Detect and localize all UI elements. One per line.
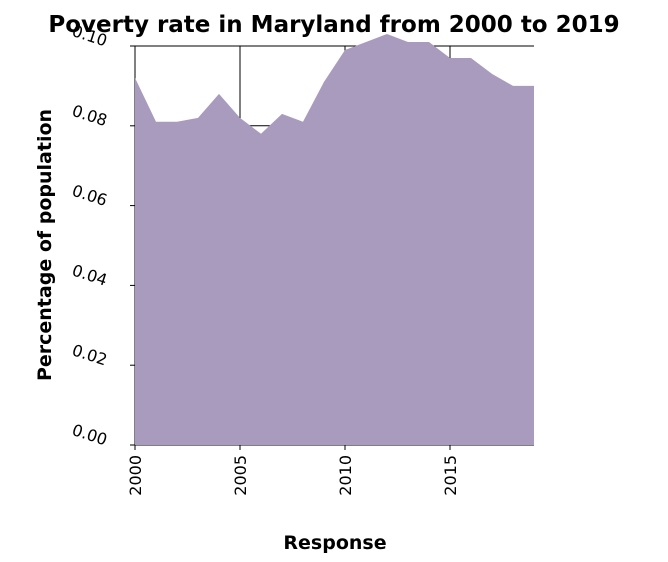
x-tick-label: 2015 — [441, 455, 460, 496]
y-tick-label: 0.08 — [70, 101, 110, 130]
y-axis-label: Percentage of population — [34, 109, 56, 381]
y-tick-label: 0.02 — [70, 340, 110, 369]
y-tick-label: 0.06 — [70, 181, 110, 210]
x-tick-label: 2000 — [126, 455, 145, 496]
x-tick-label: 2005 — [231, 455, 250, 496]
chart-title: Poverty rate in Maryland from 2000 to 20… — [48, 12, 619, 38]
x-axis-label: Response — [283, 532, 386, 554]
y-tick-label: 0.00 — [70, 420, 110, 449]
x-axis-ticks: 2000 2005 2010 2015 — [126, 445, 460, 496]
y-axis-ticks: 0.000.020.040.060.080.10 — [70, 21, 135, 449]
poverty-rate-area — [135, 34, 534, 445]
x-tick-label: 2010 — [336, 455, 355, 496]
y-tick-label: 0.04 — [70, 261, 110, 290]
